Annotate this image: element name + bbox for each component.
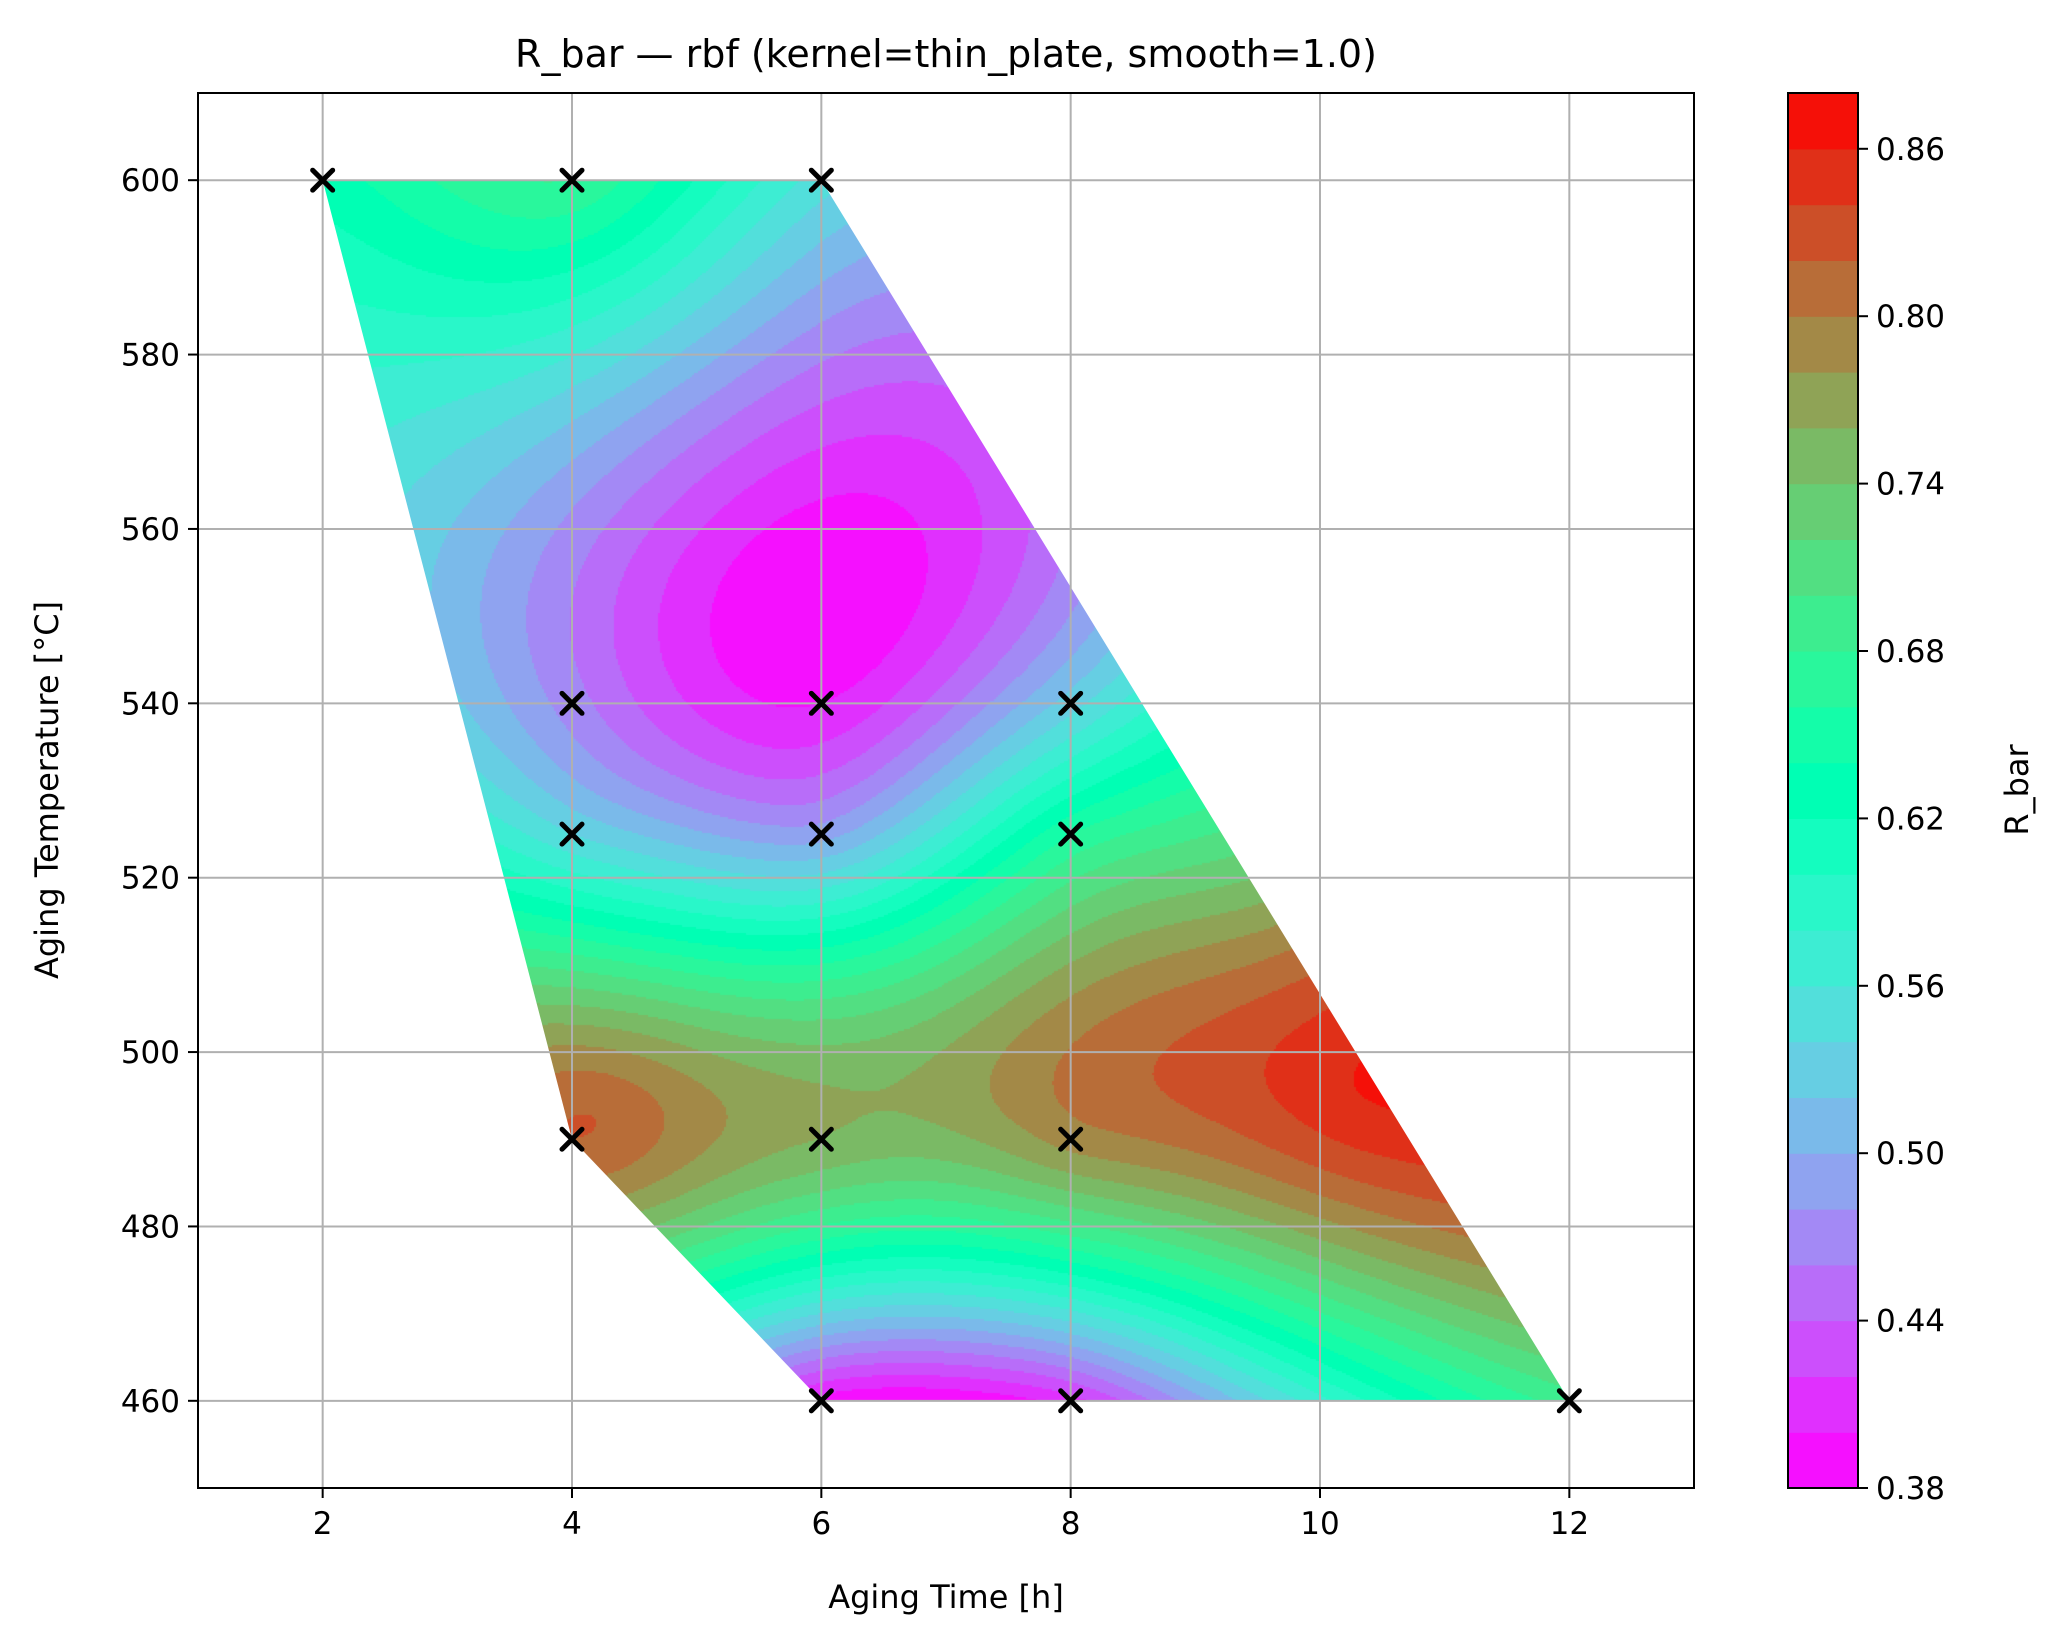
- colorbar-band: [1788, 1376, 1858, 1433]
- colorbar-tick-label: 0.44: [1876, 1304, 1945, 1340]
- y-axis: 460 480 500 520 540 560 580 600: [121, 163, 198, 1420]
- colorbar-band: [1788, 874, 1858, 931]
- sample-point: [1058, 821, 1084, 847]
- sample-point: [808, 1126, 834, 1152]
- sample-point: [808, 1388, 834, 1414]
- colorbar-band: [1788, 930, 1858, 987]
- plot-frame: [197, 92, 1695, 1489]
- colorbar-tick-label: 0.86: [1876, 132, 1945, 168]
- colorbar-band: [1788, 762, 1858, 819]
- sample-point: [808, 821, 834, 847]
- colorbar-band: [1788, 1209, 1858, 1266]
- y-tick-label: 600: [121, 163, 180, 199]
- colorbar-band: [1788, 595, 1858, 652]
- x-axis-label: Aging Time [h]: [828, 1578, 1064, 1616]
- chart-title: R_bar — rbf (kernel=thin_plate, smooth=1…: [515, 32, 1377, 76]
- sample-point: [1556, 1388, 1582, 1414]
- sample-point: [559, 690, 585, 716]
- colorbar-band: [1788, 427, 1858, 485]
- x-tick-label: 6: [811, 1506, 831, 1542]
- sample-markers: [310, 167, 1582, 1414]
- colorbar-band: [1788, 1432, 1858, 1489]
- colorbar-band: [1788, 260, 1858, 317]
- colorbar-band: [1788, 985, 1858, 1043]
- colorbar-band: [1788, 651, 1858, 708]
- sample-point: [808, 690, 834, 716]
- colorbar-frame: [1787, 92, 1859, 1489]
- y-axis-label: Aging Temperature [°C]: [28, 601, 66, 979]
- colorbar-band: [1788, 818, 1858, 875]
- y-tick-label: 460: [121, 1384, 180, 1420]
- sample-point: [559, 167, 585, 193]
- colorbar-label: R_bar: [1998, 744, 2036, 836]
- sample-point: [808, 167, 834, 193]
- grid-overlay: [198, 93, 1694, 1488]
- sample-point: [310, 167, 336, 193]
- colorbar-band: [1788, 148, 1858, 206]
- colorbar: 0.38 0.44 0.50 0.56 0.62 0.68 0.74 0.80 0.86: [1787, 92, 1945, 1507]
- sample-point: [1058, 1388, 1084, 1414]
- colorbar-band: [1788, 483, 1858, 540]
- y-tick-label: 500: [121, 1035, 180, 1071]
- x-tick-label: 12: [1550, 1506, 1589, 1542]
- colorbar-band: [1788, 93, 1858, 150]
- y-tick-label: 580: [121, 338, 180, 374]
- y-tick-label: 520: [121, 861, 180, 897]
- x-tick-label: 8: [1061, 1506, 1081, 1542]
- colorbar-band: [1788, 1153, 1858, 1210]
- colorbar-band: [1788, 1041, 1858, 1098]
- colorbar-band: [1788, 706, 1858, 764]
- sample-point: [559, 1126, 585, 1152]
- colorbar-band: [1788, 316, 1858, 373]
- y-tick-label: 480: [121, 1209, 180, 1245]
- colorbar-tick-label: 0.68: [1876, 634, 1945, 670]
- colorbar-tick-label: 0.74: [1876, 467, 1945, 503]
- sample-point: [559, 821, 585, 847]
- colorbar-band: [1788, 372, 1858, 429]
- y-tick-label: 540: [121, 686, 180, 722]
- colorbar-tick-label: 0.80: [1876, 299, 1945, 335]
- colorbar-tick-label: 0.62: [1876, 801, 1945, 837]
- colorbar-band: [1788, 1264, 1858, 1322]
- x-tick-label: 2: [313, 1506, 333, 1542]
- colorbar-tick-label: 0.38: [1876, 1471, 1945, 1507]
- x-tick-label: 4: [562, 1506, 582, 1542]
- y-tick-label: 560: [121, 512, 180, 548]
- x-tick-label: 10: [1300, 1506, 1339, 1542]
- colorbar-tick-label: 0.56: [1876, 969, 1945, 1005]
- x-axis: 2 4 6 8 10 12: [313, 1488, 1589, 1542]
- colorbar-band: [1788, 539, 1858, 596]
- colorbar-band: [1788, 1097, 1858, 1154]
- colorbar-band: [1788, 204, 1858, 261]
- colorbar-band: [1788, 1320, 1858, 1377]
- sample-point: [1058, 690, 1084, 716]
- sample-point: [1058, 1126, 1084, 1152]
- contour-fill: [322, 180, 1570, 1401]
- colorbar-tick-label: 0.50: [1876, 1136, 1945, 1172]
